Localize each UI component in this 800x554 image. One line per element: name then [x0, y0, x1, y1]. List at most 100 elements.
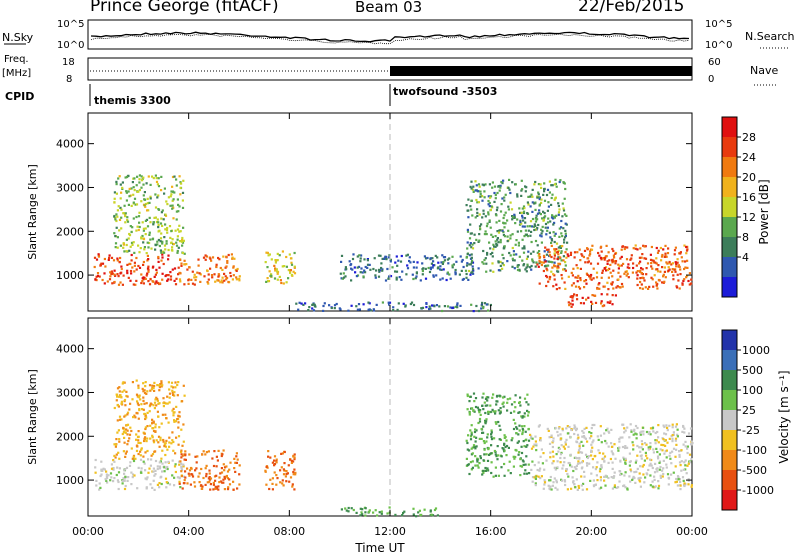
data-cell — [489, 226, 492, 229]
data-cell — [215, 263, 218, 266]
x-tick-label: 00:00 — [676, 525, 708, 538]
data-cell — [216, 279, 219, 282]
data-cell — [128, 464, 132, 467]
data-cell — [172, 217, 175, 220]
data-cell — [631, 478, 634, 481]
data-cell — [528, 472, 531, 475]
data-cell — [475, 184, 478, 187]
data-cell — [552, 285, 555, 288]
data-cell — [626, 246, 629, 249]
data-cell — [647, 468, 650, 472]
data-cell — [476, 406, 479, 409]
data-cell — [177, 273, 180, 276]
data-cell — [160, 217, 163, 220]
data-cell — [609, 457, 612, 461]
data-cell — [140, 200, 143, 203]
data-cell — [680, 460, 683, 463]
data-cell — [564, 287, 567, 290]
data-cell — [115, 438, 118, 441]
data-cell — [607, 430, 610, 433]
data-cell — [491, 255, 494, 258]
data-cell — [322, 304, 325, 308]
data-cell — [571, 476, 574, 479]
data-cell — [125, 424, 128, 427]
data-cell — [129, 194, 132, 197]
data-cell — [620, 282, 624, 286]
data-cell — [490, 438, 494, 441]
data-cell — [477, 466, 480, 469]
data-cell — [372, 308, 375, 311]
data-cell — [474, 189, 477, 192]
data-cell — [524, 221, 527, 224]
data-cell — [156, 218, 159, 221]
data-cell — [521, 238, 524, 241]
data-cell — [374, 509, 377, 512]
data-cell — [196, 455, 199, 458]
nsky-trace — [90, 31, 690, 43]
data-cell — [491, 186, 494, 189]
data-cell — [470, 187, 473, 190]
data-cell — [118, 386, 121, 389]
data-cell — [542, 218, 545, 221]
data-cell — [553, 261, 556, 264]
data-cell — [120, 400, 123, 403]
data-cell — [555, 283, 558, 286]
data-cell — [567, 301, 570, 304]
data-cell — [531, 480, 534, 483]
data-cell — [575, 429, 578, 432]
data-cell — [466, 262, 469, 265]
data-cell — [151, 384, 154, 387]
data-cell — [587, 260, 590, 263]
data-cell — [158, 445, 161, 448]
data-cell — [526, 225, 529, 228]
data-cell — [223, 477, 226, 480]
data-cell — [550, 241, 553, 244]
data-cell — [515, 239, 518, 242]
data-cell — [611, 275, 614, 278]
y-tick-label: 4000 — [56, 138, 84, 151]
data-cell — [167, 254, 170, 257]
data-cell — [154, 430, 157, 433]
data-cell — [130, 204, 133, 207]
data-cell — [178, 460, 181, 463]
data-cell — [123, 487, 127, 491]
data-cell — [144, 233, 147, 236]
data-cell — [518, 255, 521, 258]
data-cell — [472, 190, 475, 193]
data-cell — [668, 454, 671, 457]
data-cell — [534, 440, 537, 443]
data-cell — [575, 294, 578, 297]
data-cell — [494, 240, 497, 243]
data-cell — [674, 455, 677, 458]
data-cell — [183, 394, 186, 397]
data-cell — [565, 248, 568, 251]
data-cell — [484, 411, 487, 415]
data-cell — [219, 281, 222, 284]
data-cell — [469, 395, 472, 398]
data-cell — [550, 203, 553, 206]
data-cell — [132, 455, 135, 458]
data-cell — [153, 275, 156, 278]
data-cell — [551, 462, 554, 465]
data-cell — [580, 484, 583, 487]
data-cell — [405, 254, 408, 257]
data-cell — [115, 183, 118, 186]
data-cell — [129, 269, 133, 273]
data-cell — [191, 282, 195, 285]
data-cell — [112, 468, 115, 471]
data-cell — [514, 183, 517, 186]
data-cell — [641, 465, 644, 468]
data-cell — [441, 309, 444, 313]
data-cell — [169, 271, 172, 274]
data-cell — [519, 396, 522, 399]
data-cell — [441, 277, 444, 280]
data-cell — [113, 477, 116, 480]
data-cell — [412, 277, 415, 281]
data-cell — [171, 389, 174, 392]
data-cell — [516, 218, 519, 221]
data-cell — [175, 277, 178, 280]
data-cell — [282, 282, 285, 285]
data-cell — [673, 249, 677, 252]
data-cell — [530, 225, 534, 228]
data-cell — [679, 273, 682, 276]
